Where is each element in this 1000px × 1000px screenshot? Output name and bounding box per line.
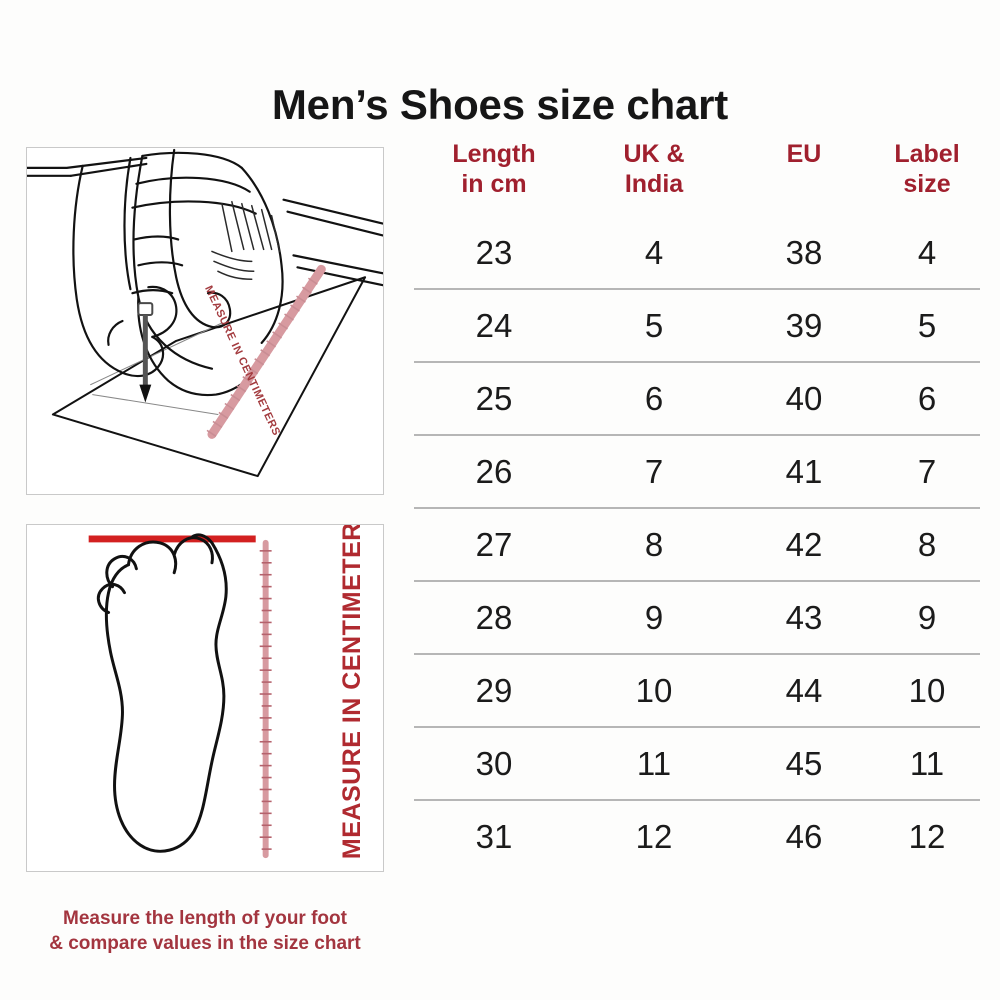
measure-in-centimeters-vertical-label: MEASURE IN CENTIMETERS [338,524,366,859]
column-header-label-size-line1: Label [894,140,960,168]
column-header-length-line2: in cm [461,169,527,198]
cell-uk_india: 10 [574,653,734,727]
cell-length_cm: 25 [414,361,574,435]
cell-length_cm: 28 [414,580,574,654]
table-row: 31 12 46 12 [414,799,980,872]
cell-uk_india: 8 [574,507,734,581]
cell-uk_india: 9 [574,580,734,654]
table-row: 26 7 41 7 [414,434,980,508]
table-row: 23 4 38 4 [414,217,980,289]
table-row: 30 11 45 11 [414,726,980,800]
cell-label_size: 8 [874,507,980,581]
cell-eu: 38 [785,233,823,271]
cell-eu: 46 [734,799,874,872]
column-header-eu: EU [734,140,874,217]
footprint-illustration-panel: MEASURE IN CENTIMETERS [26,524,384,872]
table-row: 28 9 43 9 [414,580,980,654]
caption-line-1: Measure the length of your foot [63,908,347,929]
caption-line-2: & compare values in the size chart [49,933,361,955]
column-header-label-size-line2: size [903,169,951,198]
cell-length_cm: 30 [414,726,574,800]
cell-length_cm: 24 [414,288,574,362]
column-header-uk-india: UK & India [574,140,734,217]
cell-eu: 42 [734,507,874,581]
cell-length_cm: 26 [414,434,574,508]
column-header-uk-india-line1: UK & [623,140,685,168]
cell-uk_india: 6 [574,361,734,435]
cell-eu: 39 [734,288,874,362]
cell-label_size: 5 [874,288,980,362]
cell-uk_india: 11 [574,726,734,800]
cell-eu: 41 [734,434,874,508]
cell-uk_india: 4 [644,233,664,271]
column-header-uk-india-line2: India [624,169,684,198]
cell-label_size: 7 [874,434,980,508]
cell-length_cm: 31 [414,799,574,872]
cell-uk_india: 12 [574,799,734,872]
cell-length_cm: 29 [414,653,574,727]
cell-label_size: 9 [874,580,980,654]
footprint-outline-icon [88,533,272,859]
cell-uk_india: 7 [574,434,734,508]
cell-length_cm: 27 [414,507,574,581]
table-row: 24 5 39 5 [414,288,980,362]
table-row: 25 6 40 6 [414,361,980,435]
cell-uk_india: 5 [574,288,734,362]
column-header-length-line1: Length [452,140,536,168]
cell-label_size: 12 [874,799,980,872]
cell-eu: 44 [734,653,874,727]
cell-length_cm: 23 [475,233,513,271]
cell-eu: 43 [734,580,874,654]
cell-eu: 45 [734,726,874,800]
table-header: Length in cm UK & India EU Label size [414,140,980,217]
header-row: Length in cm UK & India EU Label size [414,140,980,217]
cell-label_size: 4 [917,233,937,271]
column-header-length: Length in cm [414,140,574,217]
cell-eu: 40 [734,361,874,435]
column-header-eu-line1: EU [786,140,822,168]
table-row: 27 8 42 8 [414,507,980,581]
table-row: 29 10 44 10 [414,653,980,727]
hand-marking-foot-icon [27,148,383,478]
cell-label_size: 10 [874,653,980,727]
cell-label_size: 6 [874,361,980,435]
measure-illustration-panel: MEASURE IN CENTIMETERS [26,147,384,495]
size-chart-table: Length in cm UK & India EU Label size 23… [414,140,980,872]
table-body: 23 4 38 4 24 5 39 5 25 6 40 6 26 7 41 7 27 8 42 8 28 9 43 9 29 10… [414,217,980,872]
page-title: Men’s Shoes size chart [271,81,729,129]
caption: Measure the length of your foot & compar… [26,906,384,957]
cell-label_size: 11 [874,726,980,800]
illustration-column: MEASURE IN CENTIMETERS [26,147,386,872]
column-header-label-size: Label size [874,140,980,217]
